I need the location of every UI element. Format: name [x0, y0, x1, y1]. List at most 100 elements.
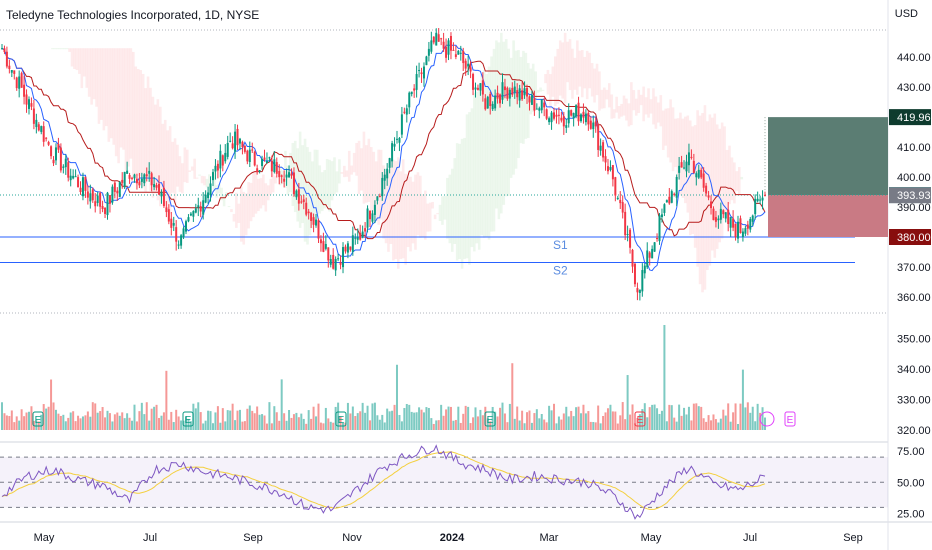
candle-body: [128, 174, 131, 179]
candle-body: [398, 137, 401, 143]
candle-body: [678, 165, 681, 173]
candle-body: [764, 194, 766, 196]
candle-body: [503, 86, 506, 91]
candle-body: [454, 54, 457, 57]
volume-bar: [695, 403, 698, 430]
volume-bar: [295, 412, 298, 430]
volume-bar: [631, 404, 634, 430]
volume-bar: [194, 408, 197, 430]
candle-body: [418, 69, 421, 71]
candle-body: [175, 227, 178, 242]
candle-body: [204, 194, 207, 203]
candle-body: [474, 87, 477, 90]
volume-bar: [310, 418, 313, 430]
currency-label[interactable]: USD: [894, 8, 918, 20]
volume-bar: [30, 406, 33, 430]
volume-bar: [288, 410, 291, 430]
volume-bar: [54, 409, 57, 430]
volume-bar: [432, 423, 435, 430]
candle-body: [555, 114, 558, 117]
candle-body: [602, 142, 605, 158]
candle-body: [668, 196, 671, 204]
volume-bar: [734, 403, 737, 430]
volume-bar: [599, 423, 602, 430]
candle-body: [226, 142, 229, 157]
candle-body: [432, 36, 435, 43]
candle-body: [476, 87, 479, 90]
earnings-marker-frame: [484, 411, 496, 427]
candle-body: [126, 170, 129, 174]
volume-bar: [638, 414, 641, 430]
volume-bar: [79, 418, 82, 430]
candle-body: [540, 99, 543, 111]
volume-bar: [153, 406, 156, 430]
candle-body: [106, 192, 109, 216]
earnings-marker-frame: [784, 411, 796, 427]
volume-bar: [346, 402, 349, 430]
volume-bar: [278, 420, 281, 430]
volume-bar: [361, 402, 364, 430]
candle-body: [624, 211, 627, 236]
candle-body: [459, 52, 462, 54]
candle-body: [408, 92, 411, 108]
volume-bar: [454, 419, 457, 430]
volume-bar: [548, 405, 551, 430]
volume-bar: [486, 418, 489, 430]
candle-body: [256, 168, 259, 173]
candle-body: [67, 162, 70, 178]
dividend-marker: [759, 411, 775, 427]
volume-bar: [562, 413, 565, 430]
volume-bar: [344, 422, 347, 430]
candle-body: [516, 90, 519, 98]
candle-body: [72, 175, 75, 179]
volume-bar: [481, 415, 484, 430]
candle-body: [732, 218, 735, 228]
volume-bar: [678, 404, 681, 430]
volume-bar: [665, 421, 668, 430]
candle-body: [69, 175, 72, 181]
volume-bar: [204, 420, 207, 430]
candle-body: [27, 99, 30, 109]
volume-bar: [99, 411, 102, 430]
volume-bar: [265, 423, 268, 430]
volume-bar: [177, 416, 180, 430]
candle-body: [324, 243, 327, 249]
candle-body: [631, 249, 634, 267]
volume-bar: [472, 417, 475, 430]
volume-bar: [727, 403, 730, 430]
rsi-line: [1, 444, 766, 520]
volume-bar: [719, 418, 722, 430]
volume-bar: [258, 414, 261, 430]
candle-body: [54, 147, 57, 161]
candle-body: [462, 51, 465, 64]
candle-body: [42, 126, 45, 142]
volume-bar: [57, 413, 60, 430]
candle-body: [180, 235, 183, 246]
volume-bar: [285, 420, 288, 430]
candle-body: [275, 162, 278, 174]
candle-body: [339, 262, 342, 265]
volume-bar: [592, 422, 595, 430]
support-label-s1: S1: [553, 238, 568, 252]
volume-bar: [611, 411, 614, 430]
volume-bar: [589, 421, 592, 430]
candle-body: [572, 113, 575, 119]
candle-body: [381, 177, 384, 197]
candle-body: [606, 166, 609, 172]
volume-bar: [349, 413, 352, 430]
candle-body: [570, 110, 573, 116]
candle-body: [302, 199, 305, 202]
price-label: 393.93: [897, 190, 931, 202]
volume-bar: [440, 404, 443, 430]
volume-bar: [131, 420, 134, 430]
volume-bar: [668, 404, 671, 430]
candle-body: [231, 143, 234, 149]
volume-bar: [339, 416, 342, 430]
volume-bar: [292, 414, 295, 430]
volume-bar: [464, 405, 467, 430]
volume-bar: [705, 421, 708, 430]
volume-bar: [72, 411, 75, 430]
volume-bar: [3, 413, 6, 430]
volume-bar: [535, 409, 538, 430]
